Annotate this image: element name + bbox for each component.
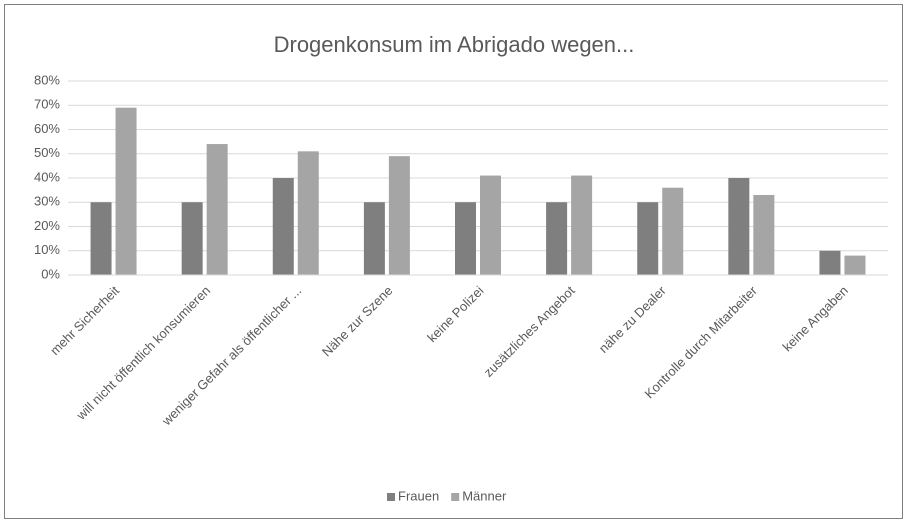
bar [181,202,203,275]
bar [844,255,866,275]
bar [728,178,750,275]
bar [637,202,659,275]
y-tick-label: 70% [34,97,60,112]
y-tick-label: 60% [34,121,60,136]
bar [546,202,568,275]
bar [571,175,593,275]
legend-swatch [387,493,395,501]
legend-swatch [451,493,460,501]
legend-label: Frauen [398,488,439,503]
bar [819,250,841,275]
bar [115,107,137,275]
bar [455,202,476,275]
y-tick-label: 80% [34,72,60,87]
bar [297,151,319,275]
y-tick-label: 40% [34,169,60,184]
y-tick-label: 50% [34,145,60,160]
bar [662,187,684,275]
bar [480,175,501,275]
bar [272,178,294,275]
y-tick-label: 30% [34,194,60,209]
y-tick-label: 10% [34,242,60,257]
bar [388,156,410,275]
bar [753,194,775,275]
chart-title: Drogenkonsum im Abrigado wegen... [274,32,635,57]
y-tick-label: 20% [34,218,60,233]
bar [363,202,385,275]
bar [206,144,228,275]
bar [90,202,112,275]
legend-label: Männer [462,488,507,503]
legend: Frauen Männer [387,488,507,503]
y-tick-label: 0% [41,266,60,281]
chart-border [4,4,903,519]
